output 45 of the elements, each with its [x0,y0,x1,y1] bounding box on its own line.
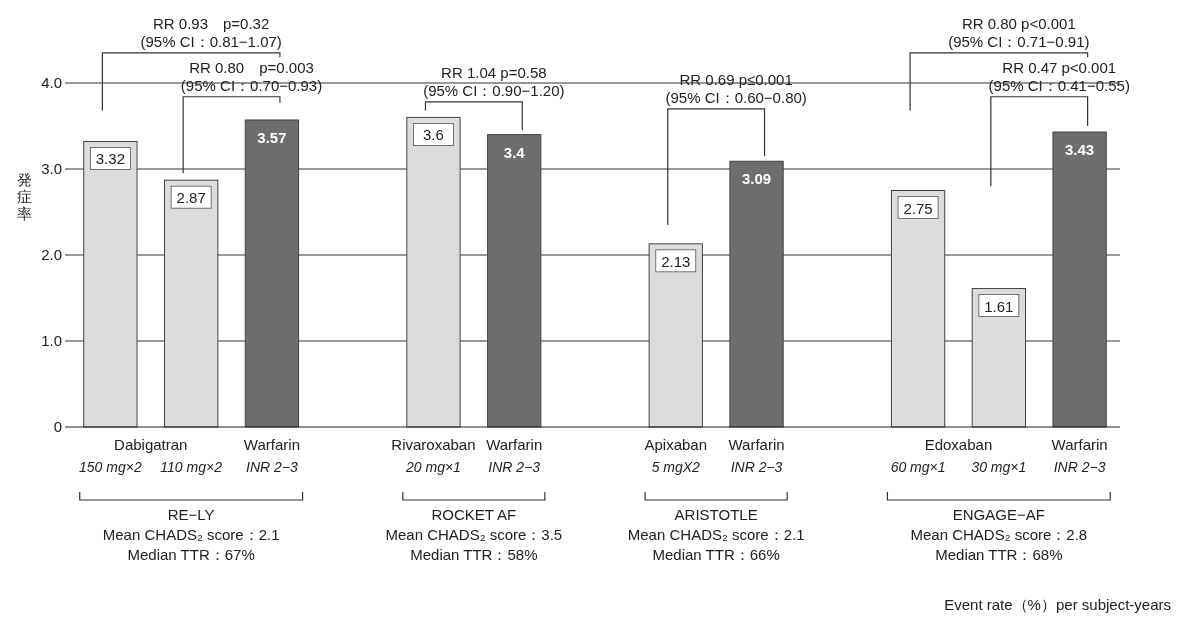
y-tick-label: 4.0 [41,74,62,91]
text: Dabigatran [114,436,188,453]
text: ENGAGE−AF Mean CHADS₂ score：2.8 Median TTR：68% [910,506,1088,563]
data-label: 1.61 [984,297,1014,315]
data-label: 3.43 [1065,141,1095,159]
y-tick-label: 3.0 [41,160,62,177]
text: Warfarin [1051,436,1108,453]
annotation: RR 1.04 p=0.58 (95% CI：0.90−1.20) [423,63,565,99]
data-label: 2.13 [661,252,691,270]
data-label: 3.6 [423,126,444,144]
text: ARISTOTLE Mean CHADS₂ score：2.1 Median TTR：66% [627,506,805,563]
x-tick-label: INR 2−3 [488,459,541,475]
text: Edoxaban [924,436,993,453]
data-label: 3.09 [741,170,772,188]
y-tick-label: 0 [53,418,62,435]
annotation: RR 0.80 p=0.003 (95% CI：0.70−0.93) [180,58,323,94]
x-tick-label: INR 2−3 [730,459,783,475]
text: Event rate（%）per subject-years [944,596,1171,613]
y-tick-label: 1.0 [41,332,62,349]
text: Rivaroxaban [391,436,476,453]
text: RE−LY Mean CHADS₂ score：2.1 Median TTR：67% [102,506,280,563]
x-tick-label: 110 mg×2 [160,459,223,475]
annotation: RR 0.69 p≤0.001 (95% CI：0.60−0.80) [665,70,807,106]
text: ROCKET AF Mean CHADS₂ score：3.5 Median TTR：58% [385,506,563,563]
x-tick-label: 150 mg×2 [79,459,142,475]
annotation: RR 0.47 p<0.001 (95% CI：0.41−0.55) [988,58,1130,94]
text: Apixaban [644,436,708,453]
text: Warfarin [243,436,300,453]
x-tick-label: INR 2−3 [1053,459,1106,475]
text: Warfarin [728,436,785,453]
text: RR 0.80 p<0.001 (95% CI：0.71−0.91) [948,14,1090,50]
x-tick-label: INR 2−3 [246,459,299,475]
text: RR 0.93 p=0.32 (95% CI：0.81−1.07) [140,14,282,50]
y-axis-title: 発症率 [16,171,32,222]
text: Warfarin [486,436,543,453]
y-tick-label: 2.0 [41,246,62,263]
data-label: 3.57 [257,128,287,146]
data-label: 2.75 [903,199,933,217]
data-label: 3.4 [503,143,526,161]
x-tick-label: 20 mg×1 [405,459,461,475]
x-tick-label: 5 mgX2 [651,459,701,475]
x-tick-label: 30 mg×1 [971,459,1027,475]
data-label: 2.87 [176,189,206,207]
x-tick-label: 60 mg×1 [890,459,946,475]
data-label: 3.32 [95,150,125,168]
